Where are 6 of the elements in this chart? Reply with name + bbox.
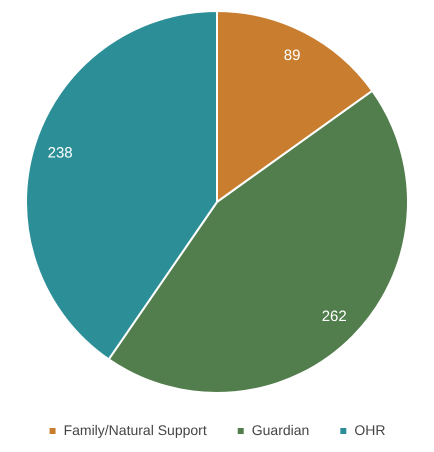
data-label: 89: [284, 47, 300, 64]
data-label: 238: [48, 144, 73, 162]
legend-label: OHR: [354, 422, 386, 438]
legend-label: Guardian: [252, 422, 310, 438]
data-label: 262: [322, 308, 347, 326]
legend-label: Family/Natural Support: [64, 422, 207, 438]
